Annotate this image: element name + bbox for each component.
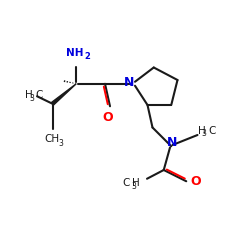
Text: C: C [122, 178, 130, 188]
Text: N: N [124, 76, 134, 89]
Text: O: O [191, 175, 202, 188]
Text: 3: 3 [202, 130, 206, 138]
Text: H: H [132, 178, 140, 188]
Text: 3: 3 [131, 182, 136, 191]
Text: CH: CH [44, 134, 60, 144]
Text: H: H [26, 90, 33, 100]
Text: 3: 3 [58, 139, 63, 148]
Text: 3: 3 [29, 94, 34, 103]
Polygon shape [52, 84, 76, 105]
Text: C: C [208, 126, 216, 136]
Text: N: N [166, 136, 177, 149]
Text: C: C [36, 90, 43, 100]
Text: 2: 2 [84, 52, 90, 61]
Text: NH: NH [66, 48, 84, 58]
Text: O: O [102, 111, 113, 124]
Text: H: H [198, 126, 206, 136]
